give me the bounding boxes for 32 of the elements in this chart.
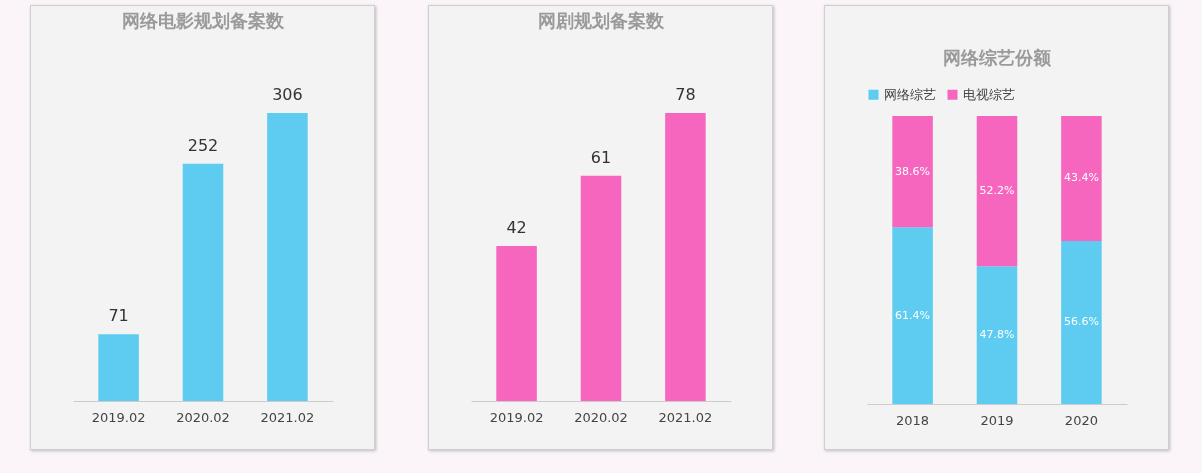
- data-label: 47.8%: [979, 328, 1015, 342]
- data-label: 61: [590, 147, 612, 167]
- data-label: 52.2%: [979, 184, 1015, 198]
- data-label: 38.6%: [895, 164, 931, 178]
- data-label: 71: [108, 306, 129, 326]
- legend-label: 网络综艺: [884, 86, 936, 102]
- data-label: 78: [675, 85, 696, 104]
- data-label: 56.6%: [1063, 315, 1099, 329]
- x-tick-label: 2019.02: [489, 409, 544, 425]
- bar: [892, 116, 933, 228]
- data-label: 306: [272, 85, 303, 104]
- bar: [1061, 116, 1102, 241]
- x-tick-label: 2019.02: [91, 409, 146, 425]
- data-label: 42: [506, 217, 527, 237]
- x-tick-label: 2018: [896, 412, 930, 428]
- data-label: 43.4%: [1063, 171, 1099, 185]
- bar: [976, 266, 1018, 404]
- chart-title: 网络电影规划备案数: [122, 10, 285, 31]
- data-label: 61.4%: [895, 308, 931, 322]
- legend-label: 电视综艺: [963, 86, 1015, 102]
- chart-title: 网络综艺份额: [943, 47, 1052, 68]
- x-tick-label: 2021.02: [658, 409, 713, 425]
- bar: [976, 116, 1018, 267]
- x-tick-label: 2020: [1064, 412, 1098, 428]
- x-tick-label: 2020.02: [574, 409, 628, 425]
- x-tick-label: 2020.02: [176, 409, 230, 425]
- chart-title: 网剧规划备案数: [538, 10, 665, 31]
- bar: [892, 227, 933, 404]
- data-label: 252: [187, 135, 219, 155]
- bar: [1061, 240, 1102, 404]
- x-tick-label: 2021.02: [260, 409, 315, 425]
- x-tick-label: 2019: [980, 412, 1014, 428]
